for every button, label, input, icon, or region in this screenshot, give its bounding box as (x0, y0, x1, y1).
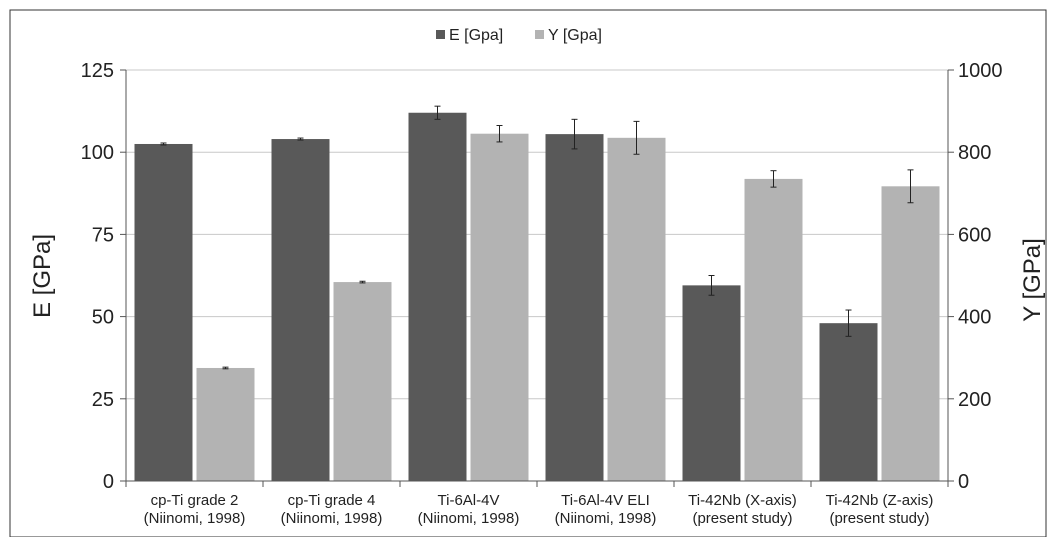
y2-tick-label: 0 (958, 471, 969, 493)
x-tick-label: Ti-6Al-4V ELI (561, 492, 650, 509)
legend-label: Y [Gpa] (548, 27, 602, 44)
x-tick-label: cp-Ti grade 2 (151, 492, 239, 509)
x-tick-label: (Niinomi, 1998) (555, 510, 657, 527)
bar (744, 178, 803, 482)
legend-swatch (535, 30, 544, 39)
y-tick-label: 100 (81, 142, 114, 164)
y-axis-title: E [GPa] (29, 234, 56, 318)
x-tick-label: (Niinomi, 1998) (418, 510, 520, 527)
y2-axis-title: Y [GPa] (1019, 238, 1046, 322)
y-tick-label: 25 (92, 389, 114, 411)
y-tick-label: 0 (103, 471, 114, 493)
x-tick-label: (present study) (692, 510, 792, 527)
x-tick-label: (Niinomi, 1998) (281, 510, 383, 527)
bar (196, 367, 255, 481)
x-tick-label: Ti-42Nb (Z-axis) (826, 492, 934, 509)
x-tick-label: cp-Ti grade 4 (288, 492, 376, 509)
bar (682, 285, 741, 481)
y2-tick-label: 800 (958, 142, 991, 164)
bar (470, 133, 529, 481)
legend-swatch (436, 30, 445, 39)
bar (134, 143, 193, 482)
bar (333, 282, 392, 481)
x-tick-label: Ti-6Al-4V (438, 492, 500, 509)
x-tick-label: (Niinomi, 1998) (144, 510, 246, 527)
axes-layer: 0 25 50 75 100 125 0 200 400 600 800 1000 cp-Ti grad… (81, 60, 1003, 527)
bar (545, 134, 604, 481)
y2-tick-label: 1000 (958, 60, 1003, 82)
y-tick-label: 50 (92, 307, 114, 329)
y2-tick-label: 400 (958, 307, 991, 329)
bar (271, 139, 330, 481)
y2-tick-label: 600 (958, 224, 991, 246)
x-tick-label: Ti-42Nb (X-axis) (688, 492, 797, 509)
grid-layer (126, 69, 948, 400)
x-tick-label: (present study) (829, 510, 929, 527)
bar (819, 323, 878, 481)
legend-label: E [Gpa] (449, 27, 503, 44)
y-tick-label: 75 (92, 224, 114, 246)
bars-layer (134, 105, 940, 482)
bar (881, 186, 940, 482)
bar (607, 137, 666, 481)
y2-tick-label: 200 (958, 389, 991, 411)
bar (408, 112, 467, 481)
legend: E [Gpa] Y [Gpa] (436, 27, 602, 44)
y-tick-label: 125 (81, 60, 114, 82)
